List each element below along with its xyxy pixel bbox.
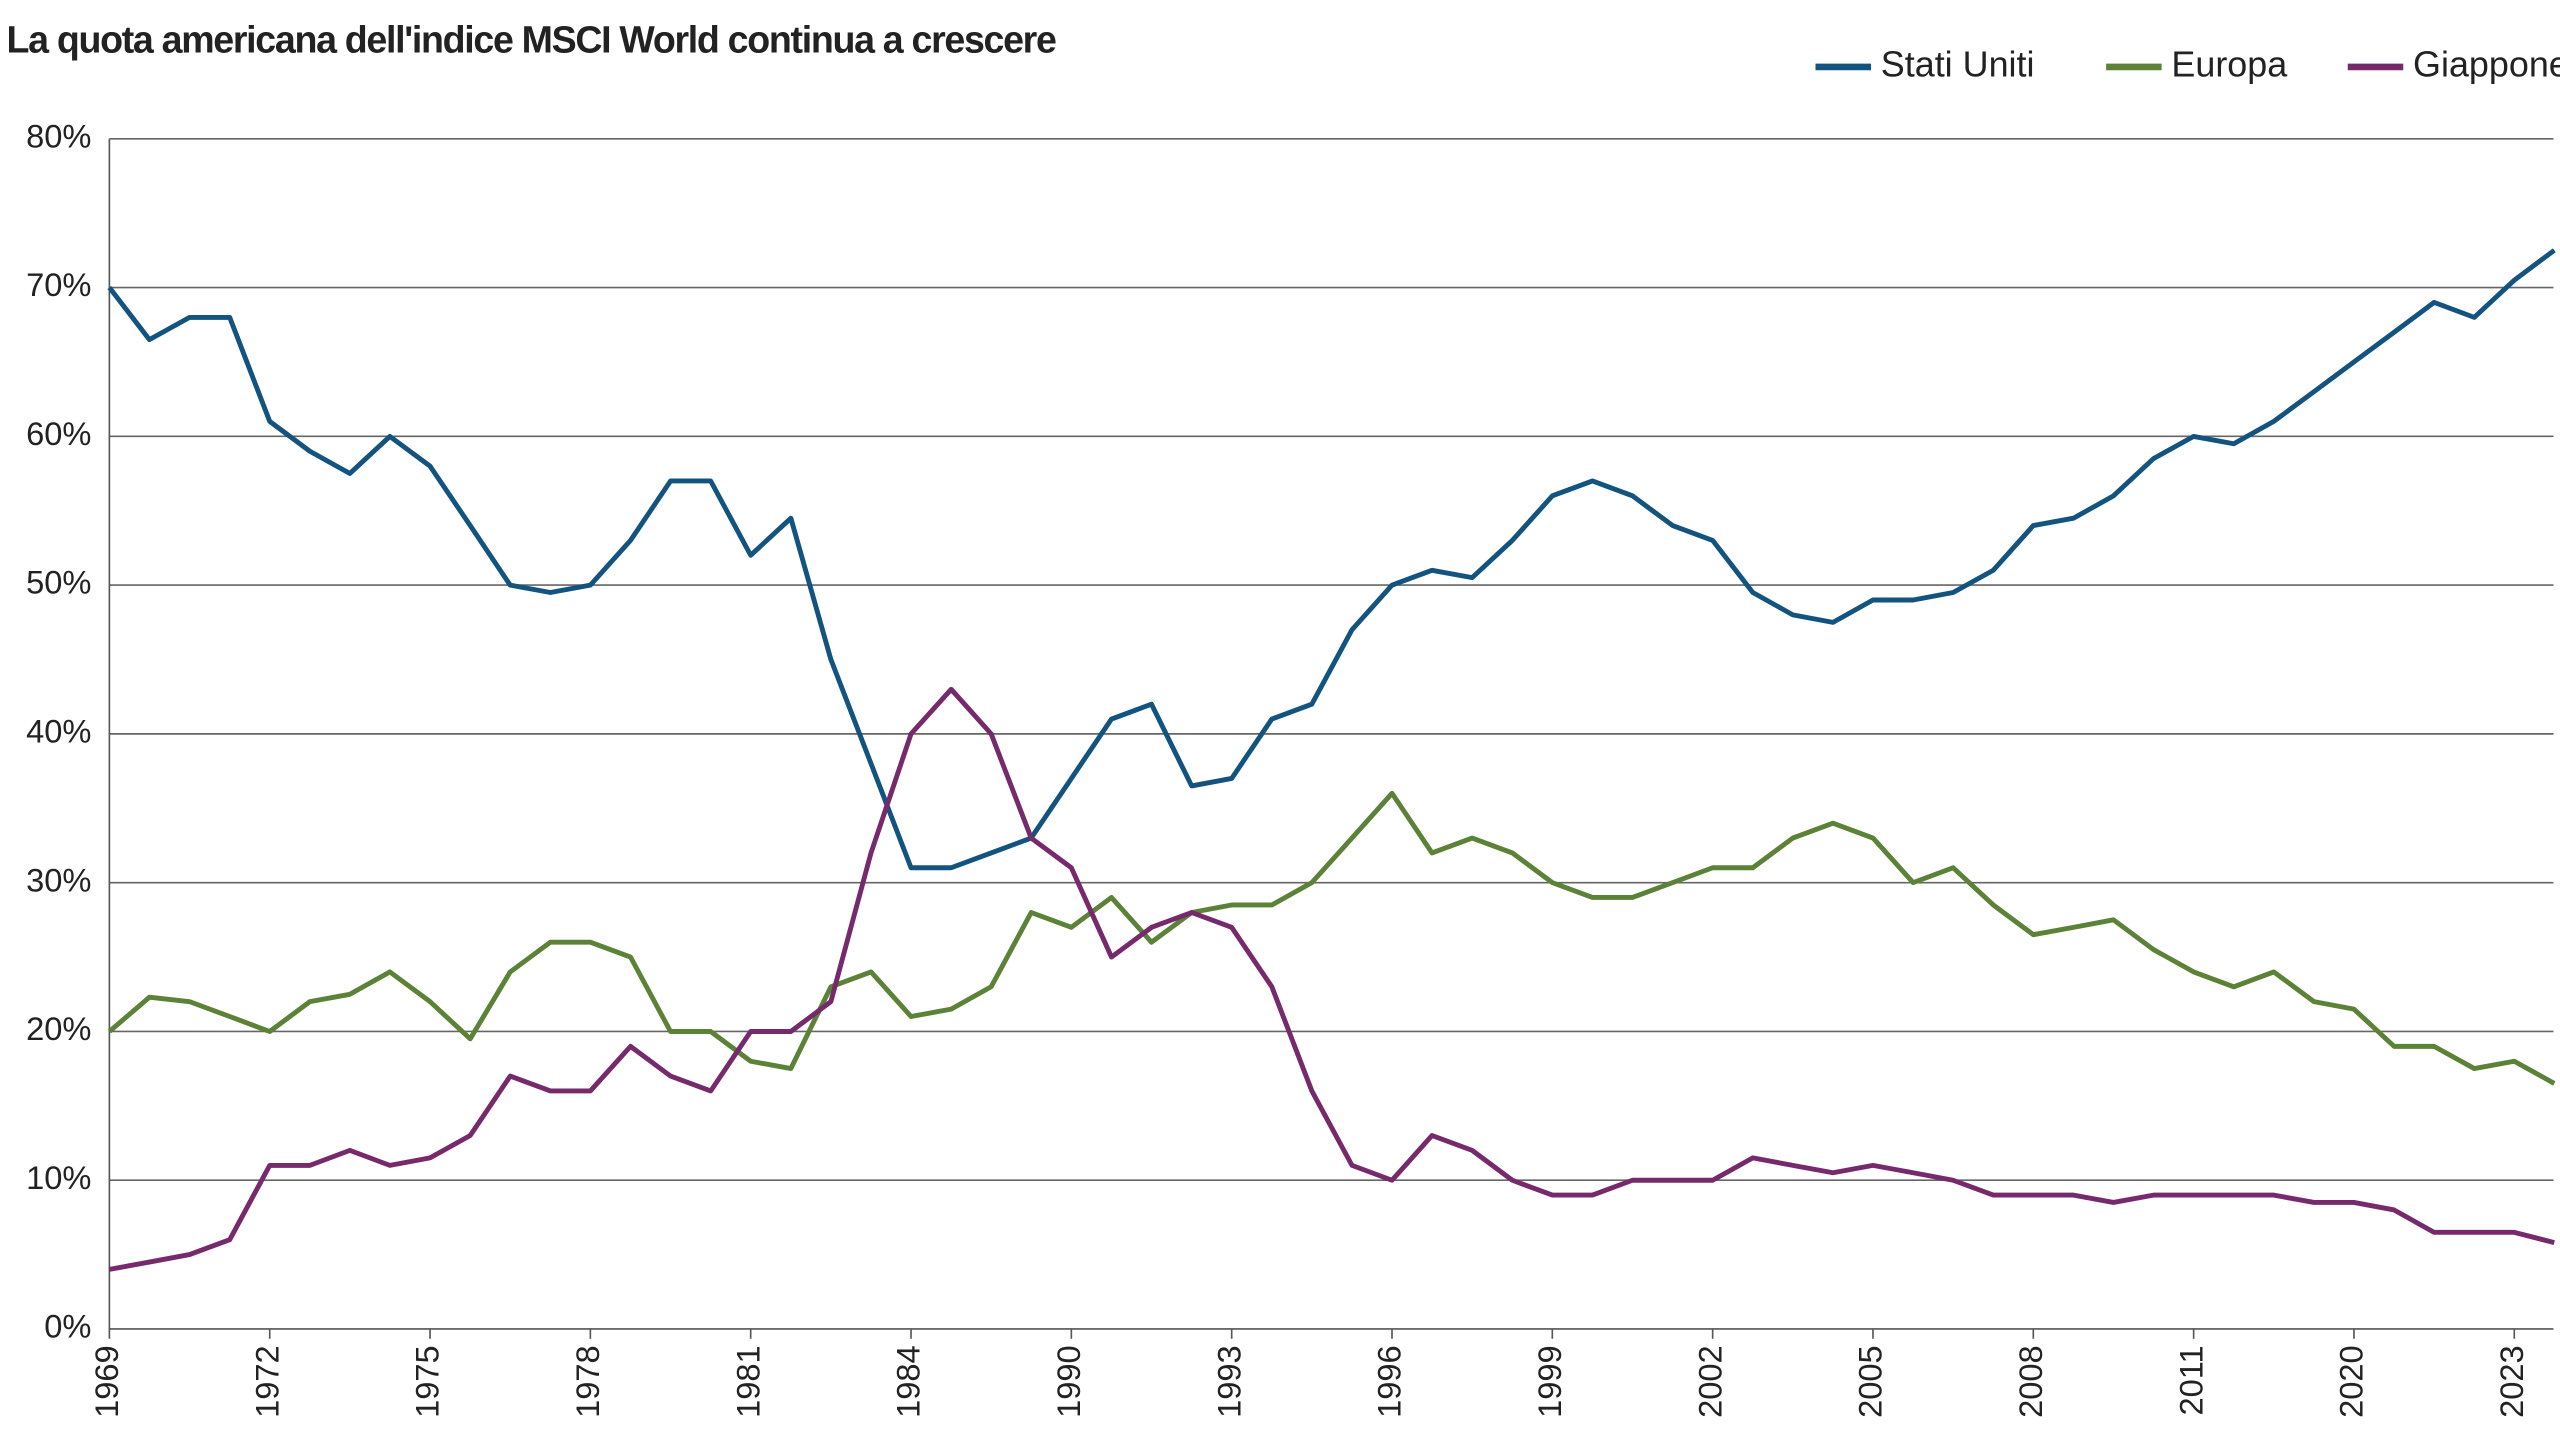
legend-label: Europa [2171, 43, 2287, 84]
x-tick-label: 1975 [409, 1345, 446, 1418]
y-tick-label: 70% [26, 266, 91, 303]
x-tick-label: 1978 [569, 1345, 606, 1418]
chart-title: La quota americana dell'indice MSCI Worl… [7, 18, 1056, 60]
y-tick-label: 60% [26, 415, 91, 452]
x-tick-label: 1990 [1050, 1345, 1087, 1418]
x-tick-label: 1972 [248, 1345, 285, 1418]
x-tick-label: 2020 [2333, 1345, 2370, 1418]
y-tick-label: 50% [26, 564, 91, 601]
legend-label: Stati Uniti [1881, 43, 2035, 84]
x-tick-label: 1996 [1371, 1345, 1408, 1418]
y-tick-label: 30% [26, 861, 91, 898]
y-tick-label: 80% [26, 117, 91, 154]
x-tick-label: 2008 [2012, 1345, 2049, 1418]
x-tick-label: 1999 [1531, 1345, 1568, 1418]
x-tick-label: 1969 [88, 1345, 125, 1418]
series-line [108, 686, 2555, 1272]
x-tick-label: 1981 [729, 1345, 766, 1418]
y-tick-label: 10% [26, 1159, 91, 1196]
series-line [107, 248, 2556, 871]
x-tick-label: 2011 [2172, 1345, 2209, 1415]
x-tick-label: 1984 [890, 1345, 927, 1418]
series-line [107, 790, 2556, 1086]
y-tick-label: 40% [26, 713, 91, 750]
x-tick-label: 1993 [1210, 1345, 1247, 1418]
y-tick-label: 0% [44, 1308, 91, 1345]
x-tick-label: 2002 [1691, 1345, 1728, 1418]
y-tick-label: 20% [26, 1010, 91, 1047]
x-tick-label: 2005 [1852, 1345, 1889, 1418]
x-tick-label: 2023 [2493, 1345, 2530, 1418]
legend-label: Giappone [2413, 43, 2560, 84]
